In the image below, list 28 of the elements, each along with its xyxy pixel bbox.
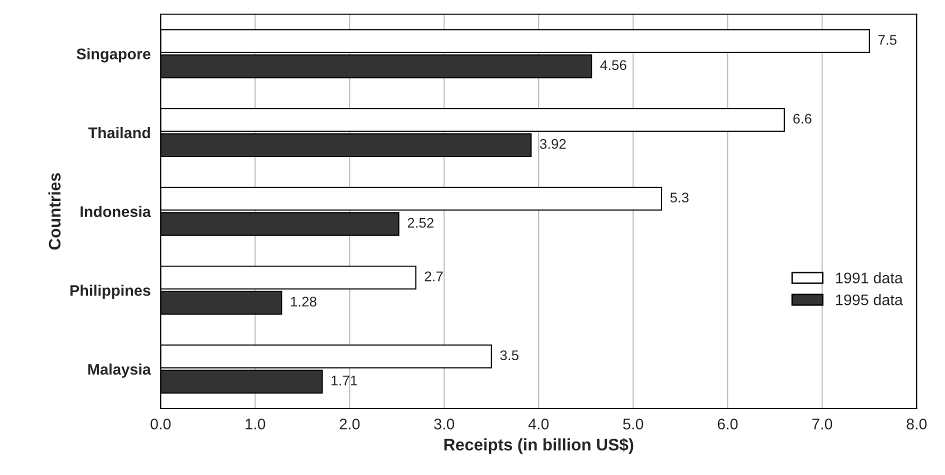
x-axis-title: Receipts (in billion US$): [444, 438, 634, 454]
data-label: 7.5: [878, 35, 896, 45]
data-label: 2.7: [424, 272, 443, 282]
data-label: 1.28: [291, 296, 316, 307]
data-label: 4.56: [600, 60, 626, 70]
x-tick-label: 3.0: [434, 418, 454, 430]
x-tick-label: 4.0: [528, 418, 549, 430]
x-tick-label: 2.0: [340, 418, 360, 430]
y-tick-label: Malaysia: [88, 364, 152, 378]
y-axis-title: Countries: [48, 173, 61, 250]
x-tick-label: 5.0: [623, 418, 644, 430]
y-tick-label: Philippines: [70, 284, 150, 299]
x-tick-label: 7.0: [812, 418, 832, 430]
data-label: 3.92: [540, 139, 566, 149]
x-tick-label: 0.0: [150, 418, 171, 430]
data-label: 5.3: [670, 192, 689, 202]
y-tick-label: Thailand: [88, 126, 150, 138]
data-label: 2.52: [408, 218, 434, 228]
data-label: 6.6: [793, 114, 812, 124]
legend-label: 1995 data: [836, 294, 903, 306]
x-tick-label: 1.0: [246, 418, 266, 430]
x-tick-label: 6.0: [718, 418, 738, 430]
legend-label: 1991 data: [836, 272, 903, 284]
data-label: 3.5: [500, 350, 518, 360]
y-tick-label: Singapore: [76, 48, 150, 62]
y-tick-label: Indonesia: [80, 206, 152, 218]
x-tick-label: 8.0: [906, 418, 927, 430]
data-label: 1.71: [332, 376, 357, 386]
